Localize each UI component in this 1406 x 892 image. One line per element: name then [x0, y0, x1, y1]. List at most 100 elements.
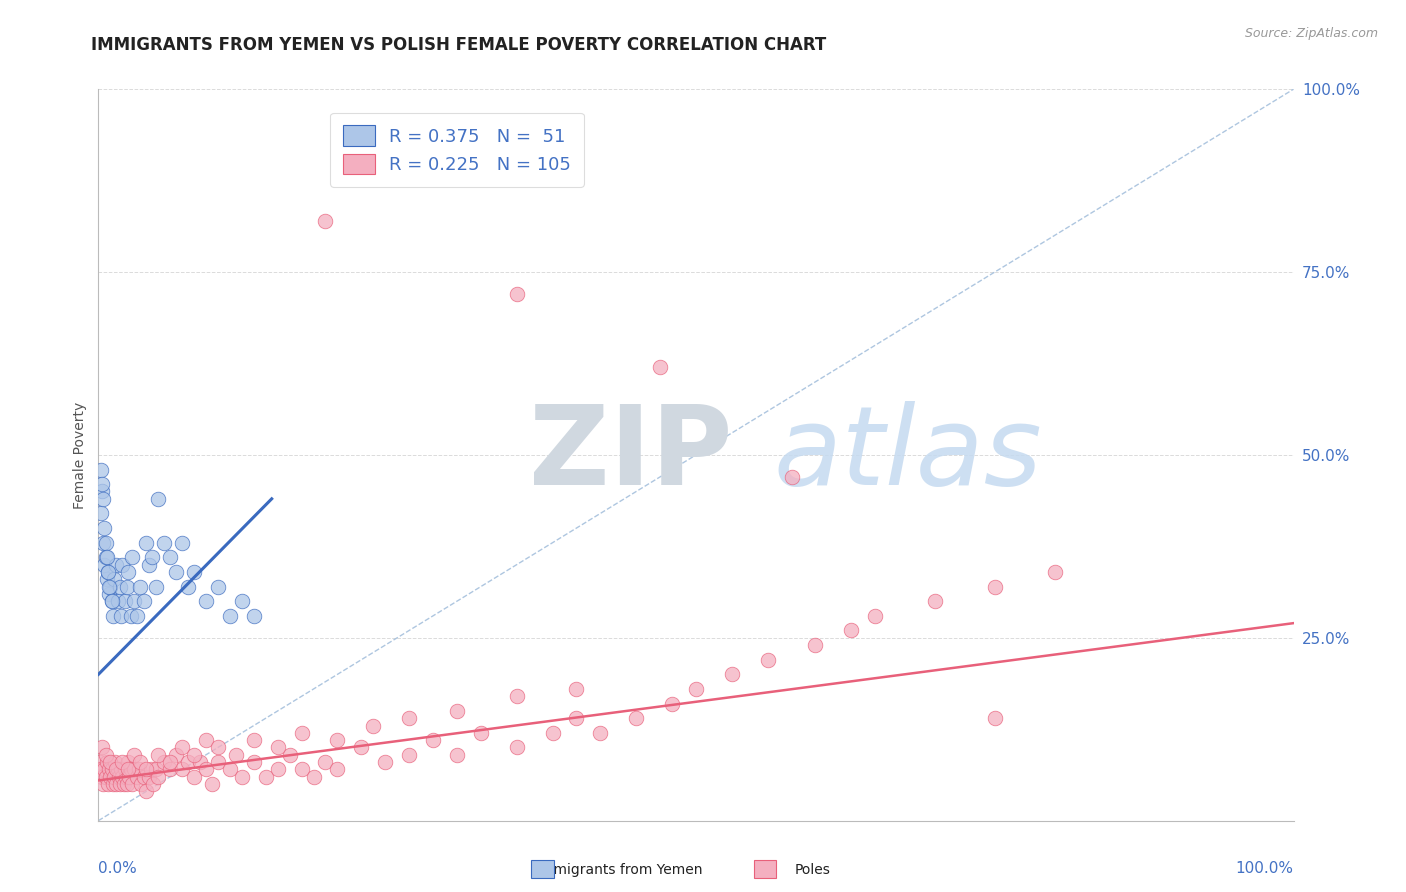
- Point: [138, 558, 160, 572]
- Point: [326, 763, 349, 777]
- Point: [97, 565, 120, 579]
- Point: [91, 740, 114, 755]
- Point: [172, 535, 194, 549]
- Point: [398, 711, 420, 725]
- Point: [243, 608, 266, 623]
- Point: [115, 777, 138, 791]
- Point: [315, 214, 337, 228]
- Point: [107, 594, 129, 608]
- Point: [103, 770, 125, 784]
- Point: [111, 755, 134, 769]
- Point: [107, 763, 129, 777]
- Point: [231, 770, 253, 784]
- Point: [183, 770, 205, 784]
- Point: [129, 580, 152, 594]
- Point: [93, 763, 115, 777]
- Text: Source: ZipAtlas.com: Source: ZipAtlas.com: [1244, 27, 1378, 40]
- Point: [148, 491, 170, 506]
- Point: [172, 740, 194, 755]
- Point: [207, 740, 229, 755]
- Point: [219, 608, 242, 623]
- Point: [89, 755, 111, 769]
- Point: [363, 718, 385, 732]
- Point: [188, 755, 211, 769]
- Point: [96, 550, 118, 565]
- Point: [96, 572, 118, 586]
- Point: [112, 777, 135, 791]
- Point: [219, 763, 242, 777]
- Point: [110, 608, 132, 623]
- Point: [183, 747, 205, 762]
- Point: [145, 763, 167, 777]
- Point: [924, 594, 946, 608]
- Point: [93, 521, 115, 535]
- Point: [98, 580, 122, 594]
- Point: [756, 653, 779, 667]
- Point: [98, 755, 122, 769]
- Point: [115, 580, 138, 594]
- Point: [648, 360, 672, 375]
- Point: [291, 726, 314, 740]
- Point: [267, 763, 290, 777]
- Text: 100.0%: 100.0%: [1236, 861, 1294, 876]
- Point: [506, 740, 529, 755]
- Point: [153, 535, 176, 549]
- Point: [120, 763, 142, 777]
- Point: [124, 594, 146, 608]
- Point: [165, 747, 187, 762]
- Point: [107, 770, 129, 784]
- Point: [111, 770, 134, 784]
- Point: [94, 770, 117, 784]
- Point: [121, 777, 143, 791]
- Point: [100, 763, 122, 777]
- Point: [177, 580, 200, 594]
- Point: [91, 491, 114, 506]
- Point: [125, 770, 148, 784]
- Bar: [531, 860, 554, 878]
- Point: [177, 755, 200, 769]
- Point: [142, 777, 165, 791]
- Point: [139, 763, 162, 777]
- Point: [101, 777, 124, 791]
- Point: [117, 763, 139, 777]
- Point: [315, 755, 337, 769]
- Point: [165, 565, 187, 579]
- Point: [124, 763, 146, 777]
- Point: [108, 580, 131, 594]
- Point: [326, 733, 349, 747]
- Point: [100, 594, 122, 608]
- Point: [1043, 565, 1066, 579]
- Point: [124, 747, 146, 762]
- Point: [91, 477, 114, 491]
- Point: [153, 755, 176, 769]
- Point: [148, 770, 170, 784]
- Point: [129, 755, 152, 769]
- Point: [121, 550, 143, 565]
- Point: [446, 704, 468, 718]
- Point: [97, 565, 120, 579]
- Point: [90, 763, 112, 777]
- Point: [104, 755, 127, 769]
- Point: [350, 740, 373, 755]
- Point: [661, 697, 683, 711]
- Point: [111, 558, 134, 572]
- Point: [128, 763, 150, 777]
- Point: [841, 624, 863, 638]
- Point: [148, 747, 170, 762]
- Point: [135, 763, 157, 777]
- Point: [267, 740, 290, 755]
- Point: [721, 667, 744, 681]
- Point: [506, 690, 529, 704]
- Point: [108, 777, 131, 791]
- Point: [159, 755, 181, 769]
- Point: [145, 580, 167, 594]
- Point: [91, 535, 114, 549]
- Point: [98, 580, 121, 594]
- Point: [117, 755, 139, 769]
- Point: [97, 777, 120, 791]
- Point: [135, 535, 157, 549]
- Point: [470, 726, 492, 740]
- Point: [302, 770, 325, 784]
- Point: [100, 594, 122, 608]
- Text: Immigrants from Yemen: Immigrants from Yemen: [537, 863, 703, 877]
